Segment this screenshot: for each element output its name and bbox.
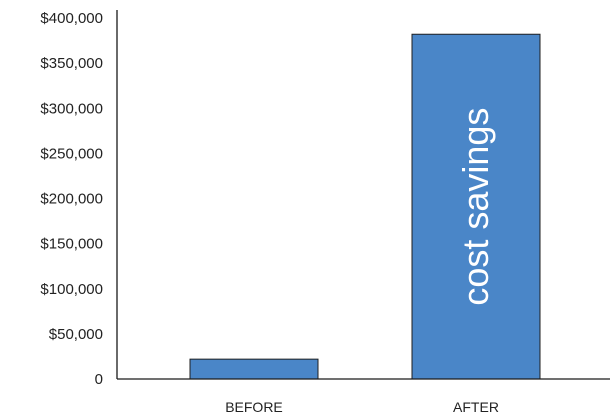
bars xyxy=(189,33,541,380)
y-tick-label: $50,000 xyxy=(49,326,103,343)
bar-after xyxy=(411,33,541,380)
y-tick-label: $250,000 xyxy=(40,145,103,162)
y-tick-label: $400,000 xyxy=(40,10,103,27)
y-tick-label: 0 xyxy=(95,371,103,388)
y-tick-label: $100,000 xyxy=(40,281,103,298)
bar-annotations: cost savings xyxy=(455,108,496,306)
x-axis-labels: BEFORE AFTER xyxy=(225,399,499,415)
bar-before xyxy=(189,358,319,380)
bar-annotation: cost savings xyxy=(455,108,496,306)
y-tick-label: $200,000 xyxy=(40,191,103,208)
y-tick-label: $150,000 xyxy=(40,236,103,253)
x-tick-label: BEFORE xyxy=(225,399,283,415)
y-tick-label: $350,000 xyxy=(40,55,103,72)
y-axis-ticks: 0 $50,000 $100,000 $150,000 $200,000 $250,000… xyxy=(40,10,103,388)
y-tick-label: $300,000 xyxy=(40,100,103,117)
x-tick-label: AFTER xyxy=(453,399,499,415)
